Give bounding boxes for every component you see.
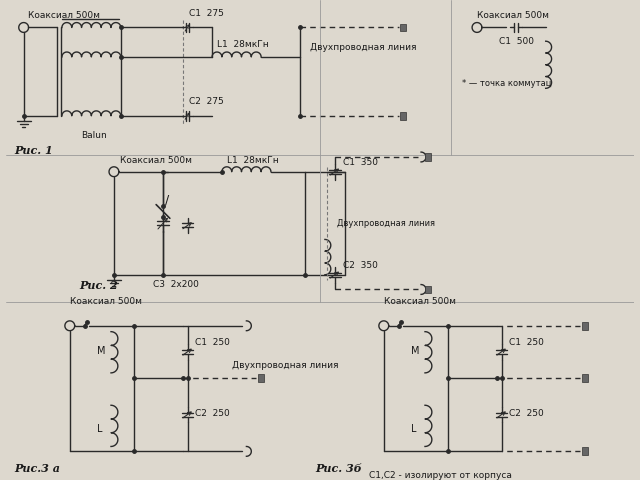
Bar <box>582 447 588 456</box>
Text: C3  2х200: C3 2х200 <box>153 280 199 288</box>
Text: Рис. 3б: Рис. 3б <box>315 463 362 474</box>
Text: C1,C2 - изолируют от корпуса: C1,C2 - изолируют от корпуса <box>369 471 512 480</box>
Text: Коаксиал 500м: Коаксиал 500м <box>28 11 100 20</box>
Text: C2  250: C2 250 <box>195 408 230 418</box>
Bar <box>425 286 431 293</box>
Text: C2  250: C2 250 <box>509 408 544 418</box>
Text: C1  250: C1 250 <box>195 338 230 347</box>
Text: Рис. 2: Рис. 2 <box>79 280 118 291</box>
Text: Двухпроводная линия: Двухпроводная линия <box>310 43 417 52</box>
Bar <box>258 374 264 382</box>
Bar <box>401 112 406 120</box>
Text: L1  28мкГн: L1 28мкГн <box>227 156 278 165</box>
Text: Двухпроводная линия: Двухпроводная линия <box>232 361 338 370</box>
Text: Двухпроводная линия: Двухпроводная линия <box>337 219 435 228</box>
Text: Balun: Balun <box>81 131 107 140</box>
Text: Коаксиал 500м: Коаксиал 500м <box>70 297 142 306</box>
Text: C1  500: C1 500 <box>499 37 534 46</box>
Text: C1  250: C1 250 <box>509 338 544 347</box>
Text: * — точка коммутац: * — точка коммутац <box>462 79 552 87</box>
Text: L1  28мкГн: L1 28мкГн <box>217 40 269 49</box>
Bar <box>425 153 431 161</box>
Text: Коаксиал 500м: Коаксиал 500м <box>477 11 549 20</box>
Text: C2  350: C2 350 <box>342 261 378 270</box>
Text: Коаксиал 500м: Коаксиал 500м <box>120 156 192 165</box>
Text: C1  275: C1 275 <box>189 9 225 18</box>
Text: M: M <box>97 346 106 356</box>
Text: C1  350: C1 350 <box>342 158 378 167</box>
Text: Рис.3 а: Рис.3 а <box>14 463 60 474</box>
Text: C2  275: C2 275 <box>189 97 224 106</box>
Text: L: L <box>412 424 417 434</box>
Text: Рис. 1: Рис. 1 <box>14 145 52 156</box>
Text: M: M <box>412 346 420 356</box>
Bar <box>582 322 588 330</box>
Bar <box>401 24 406 31</box>
Text: /: / <box>165 193 169 206</box>
Bar <box>582 374 588 382</box>
Text: L: L <box>97 424 103 434</box>
Text: Коаксиал 500м: Коаксиал 500м <box>384 297 456 306</box>
